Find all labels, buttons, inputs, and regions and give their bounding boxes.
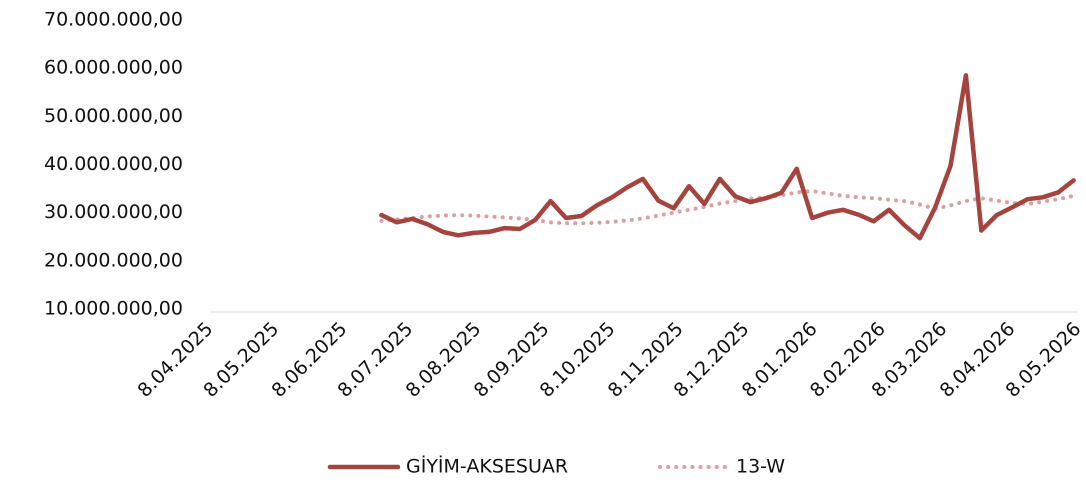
y-tick-label: 40.000.000,00 <box>44 153 183 175</box>
y-tick-label: 50.000.000,00 <box>44 105 183 127</box>
data-line <box>379 73 1076 241</box>
data-line <box>379 189 1076 226</box>
legend-label: GİYİM-AKSESUAR <box>406 455 568 478</box>
legend-label: 13-W <box>736 456 785 478</box>
y-tick-label: 10.000.000,00 <box>44 298 183 320</box>
y-tick-label: 20.000.000,00 <box>44 249 183 271</box>
y-tick-label: 60.000.000,00 <box>44 57 183 79</box>
y-tick-label: 30.000.000,00 <box>44 201 183 223</box>
y-tick-label: 70.000.000,00 <box>44 9 183 31</box>
